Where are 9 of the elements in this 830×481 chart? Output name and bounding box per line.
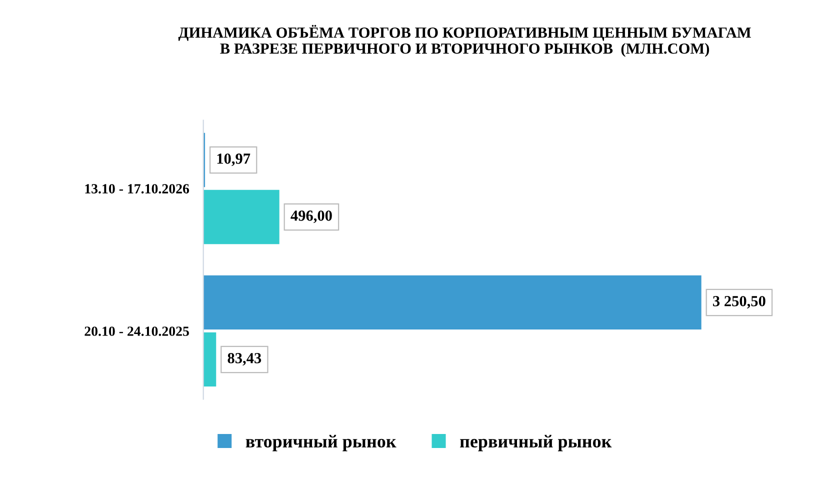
data-label: 496,00	[290, 210, 332, 224]
data-label: 83,43	[228, 352, 262, 366]
y-tick-label: 13.10 - 17.10.2026	[85, 184, 190, 194]
data-label: 10,97	[217, 154, 250, 166]
y-tick-label: 20.10 - 24.10.2025	[84, 326, 189, 336]
legend-label: вторичный рынок	[246, 434, 396, 452]
chart-title: ДИНАМИКА ОБЪЁМА ТОРГОВ ПО КОРПОРАТИВНЫМ ЦЕННЫМ БУМАГАМ В РАЗРЕЗЕ ПЕРВИЧНОГО И ВТОРИЧНОГО РЫНКОВ (МЛН.COM)	[178, 24, 751, 57]
data-label: 3 250,50	[713, 296, 766, 309]
legend-label: первичный рынок	[460, 434, 612, 452]
